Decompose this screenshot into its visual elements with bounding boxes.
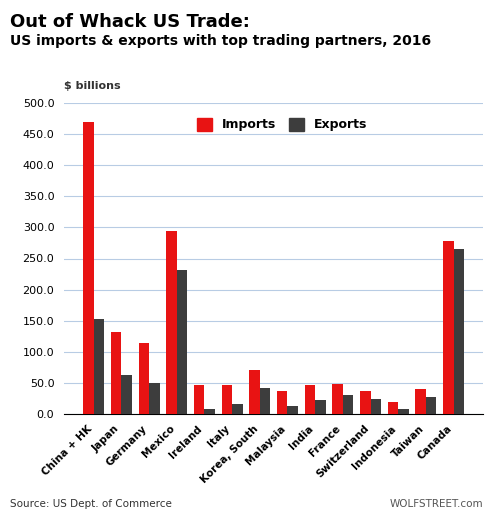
Bar xyxy=(194,385,205,414)
Bar xyxy=(287,406,298,414)
Bar xyxy=(305,385,315,414)
Bar xyxy=(360,391,371,414)
Legend: Imports, Exports: Imports, Exports xyxy=(192,113,372,136)
Text: Out of Whack US Trade:: Out of Whack US Trade: xyxy=(10,13,250,31)
Text: Source: US Dept. of Commerce: Source: US Dept. of Commerce xyxy=(10,499,172,509)
Bar xyxy=(443,241,454,414)
Bar xyxy=(232,404,243,414)
Bar xyxy=(205,408,215,414)
Bar xyxy=(416,389,426,414)
Bar xyxy=(221,385,232,414)
Bar xyxy=(398,409,409,414)
Bar xyxy=(149,383,160,414)
Bar xyxy=(343,395,353,414)
Bar xyxy=(121,374,132,414)
Bar xyxy=(426,398,436,414)
Text: WOLFSTREET.com: WOLFSTREET.com xyxy=(389,499,483,509)
Bar xyxy=(315,400,326,414)
Text: US imports & exports with top trading partners, 2016: US imports & exports with top trading pa… xyxy=(10,34,431,48)
Bar xyxy=(111,332,121,414)
Text: $ billions: $ billions xyxy=(64,81,121,91)
Bar xyxy=(94,320,104,414)
Bar xyxy=(249,370,260,414)
Bar xyxy=(371,399,381,414)
Bar xyxy=(454,249,464,414)
Bar xyxy=(260,388,270,414)
Bar xyxy=(332,385,343,414)
Bar xyxy=(176,270,187,414)
Bar xyxy=(139,343,149,414)
Bar xyxy=(277,391,287,414)
Bar xyxy=(387,402,398,414)
Bar xyxy=(83,122,94,414)
Bar xyxy=(166,231,176,414)
